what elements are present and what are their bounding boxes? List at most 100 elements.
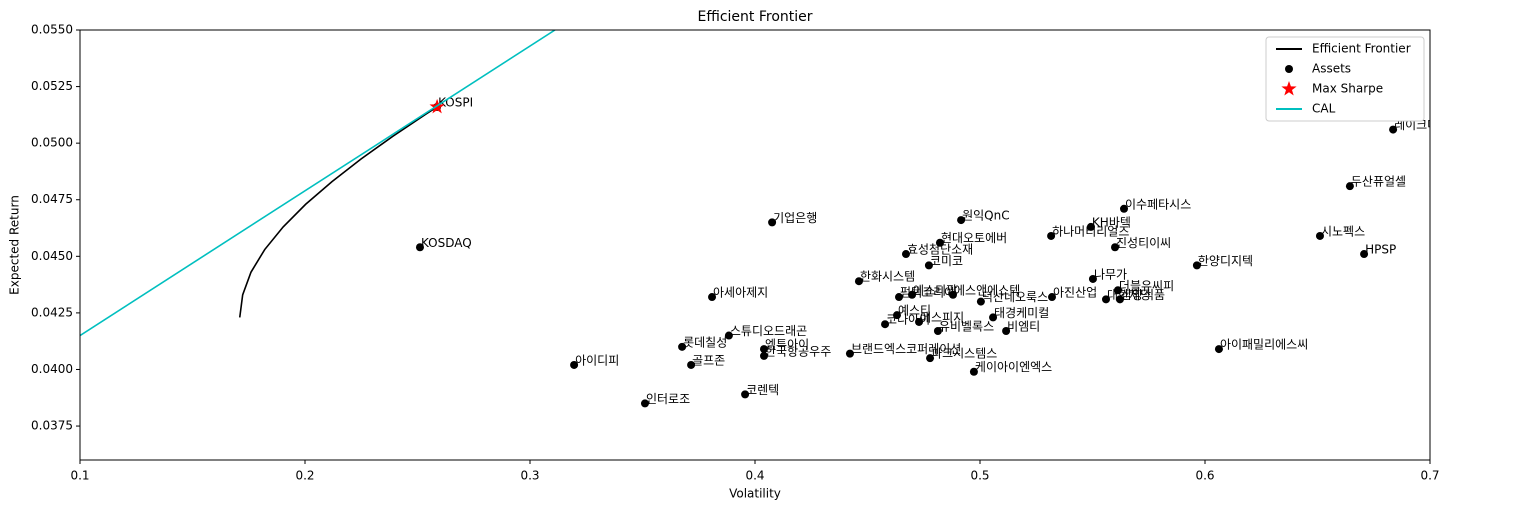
asset-point xyxy=(415,243,424,252)
asset-point xyxy=(949,290,957,299)
asset-label: 삼양식품 xyxy=(1121,288,1165,302)
asset-label: 브랜드엑스코퍼레이션 xyxy=(851,342,961,356)
asset-point xyxy=(1192,261,1201,270)
asset-label: 시노펙스 xyxy=(1321,224,1365,238)
asset-point xyxy=(1102,295,1110,304)
asset-label: 아이디피 xyxy=(575,353,619,367)
asset-label: 태경케미컬 xyxy=(994,306,1049,320)
asset-label: 파크시스템스 xyxy=(931,347,997,361)
asset-point xyxy=(976,297,985,306)
asset-point xyxy=(1214,345,1223,354)
asset-point xyxy=(881,320,890,329)
asset-point xyxy=(678,342,687,351)
asset-point xyxy=(933,327,942,335)
asset-label: 골프존 xyxy=(692,353,725,367)
asset-label: 두산퓨얼셀 xyxy=(1351,175,1406,189)
asset-point xyxy=(1086,222,1095,231)
asset-label: 스튜디오드래곤 xyxy=(730,324,807,338)
asset-point xyxy=(957,216,966,225)
asset-label: 유비벨록스 xyxy=(939,320,994,334)
asset-point xyxy=(926,354,935,363)
asset-label: 덕산네오룩스 xyxy=(982,290,1048,304)
asset-label: 비엠티 xyxy=(1007,320,1040,334)
asset-label: 진성티이씨 xyxy=(1116,236,1171,250)
asset-point xyxy=(915,317,924,326)
legend-swatch xyxy=(1285,65,1293,73)
plot-frame xyxy=(79,29,1431,461)
asset-point xyxy=(1002,327,1011,335)
asset-label: 이수페타시스 xyxy=(1125,197,1191,211)
asset-label: 롯데칠성 xyxy=(683,335,727,349)
asset-label: 하나머티리얼즈 xyxy=(1052,224,1129,238)
asset-point xyxy=(892,311,901,320)
x-tick-label: 0.2 xyxy=(295,469,314,483)
y-tick-label: 0.0550 xyxy=(31,23,73,37)
asset-label: 에스피지 xyxy=(920,310,964,324)
x-tick-label: 0.6 xyxy=(1195,469,1214,483)
asset-label: 아세아제지 xyxy=(713,286,768,300)
asset-label: 더블유씨피 xyxy=(1119,279,1174,293)
x-tick-label: 0.5 xyxy=(970,469,989,483)
asset-point xyxy=(1088,274,1097,283)
asset-point xyxy=(768,218,777,227)
asset-label: KH바텍 xyxy=(1092,215,1131,229)
asset-label: 한화시스템 xyxy=(860,270,915,284)
asset-point xyxy=(935,238,944,247)
asset-point xyxy=(1360,250,1369,259)
x-axis-label: Volatility xyxy=(729,487,781,501)
chart-title: Efficient Frontier xyxy=(697,9,812,25)
asset-point xyxy=(724,331,733,340)
asset-label: 효성첨단소재 xyxy=(907,243,973,257)
asset-label: 엠투아이 xyxy=(765,338,809,352)
asset-label: 에스티팜 xyxy=(913,283,957,297)
asset-point xyxy=(760,351,768,360)
y-tick-label: 0.0500 xyxy=(31,136,73,150)
asset-point xyxy=(760,345,768,354)
asset-point xyxy=(989,313,998,322)
asset-point xyxy=(854,277,863,286)
asset-label: 레이크머티리얼즈 xyxy=(1394,118,1482,132)
asset-label: 예스티 xyxy=(898,304,931,318)
asset-label: 기업은행 xyxy=(773,210,817,225)
y-axis-label: Expected Return xyxy=(8,195,22,295)
asset-point xyxy=(1113,286,1122,295)
asset-point xyxy=(640,399,649,408)
asset-point xyxy=(570,360,579,369)
y-tick-label: 0.0425 xyxy=(31,305,73,319)
y-tick-label: 0.0375 xyxy=(31,419,73,433)
asset-label: HPSP xyxy=(1365,243,1396,257)
asset-label: 에스앤에스텍 xyxy=(954,283,1020,297)
y-tick-label: 0.0525 xyxy=(31,79,73,93)
asset-label: 현대오토에버 xyxy=(941,231,1007,245)
asset-label: 아이패밀리에스씨 xyxy=(1220,338,1308,352)
asset-point xyxy=(1111,243,1119,252)
x-tick-label: 0.3 xyxy=(520,469,539,483)
asset-point xyxy=(1345,182,1354,191)
x-tick-label: 0.7 xyxy=(1420,469,1439,483)
asset-point xyxy=(1047,231,1056,240)
asset-point xyxy=(1120,204,1128,213)
asset-point xyxy=(741,390,750,399)
asset-point xyxy=(969,367,978,376)
asset-point xyxy=(901,250,910,259)
asset-point xyxy=(1048,293,1056,302)
legend-box xyxy=(1265,36,1425,122)
legend-label: CAL xyxy=(1312,102,1336,116)
asset-point xyxy=(1115,295,1124,304)
asset-label: 한국항공우주 xyxy=(765,344,831,358)
asset-point xyxy=(845,349,854,358)
x-tick-label: 0.4 xyxy=(745,469,764,483)
asset-point xyxy=(1315,231,1324,240)
asset-point xyxy=(895,293,903,302)
asset-point xyxy=(908,290,917,299)
plot-area: KOSPIKOSDAQ레이크머티리얼즈두산퓨얼셀이수페타시스원익QnC기업은행K… xyxy=(80,30,1482,408)
y-tick-label: 0.0450 xyxy=(31,249,73,263)
y-tick-label: 0.0400 xyxy=(31,362,73,376)
legend-label: Assets xyxy=(1312,62,1351,76)
legend-label: Efficient Frontier xyxy=(1312,42,1411,56)
asset-label: 코렌텍 xyxy=(746,383,779,397)
asset-point xyxy=(708,293,717,302)
x-tick-label: 0.1 xyxy=(70,469,89,483)
